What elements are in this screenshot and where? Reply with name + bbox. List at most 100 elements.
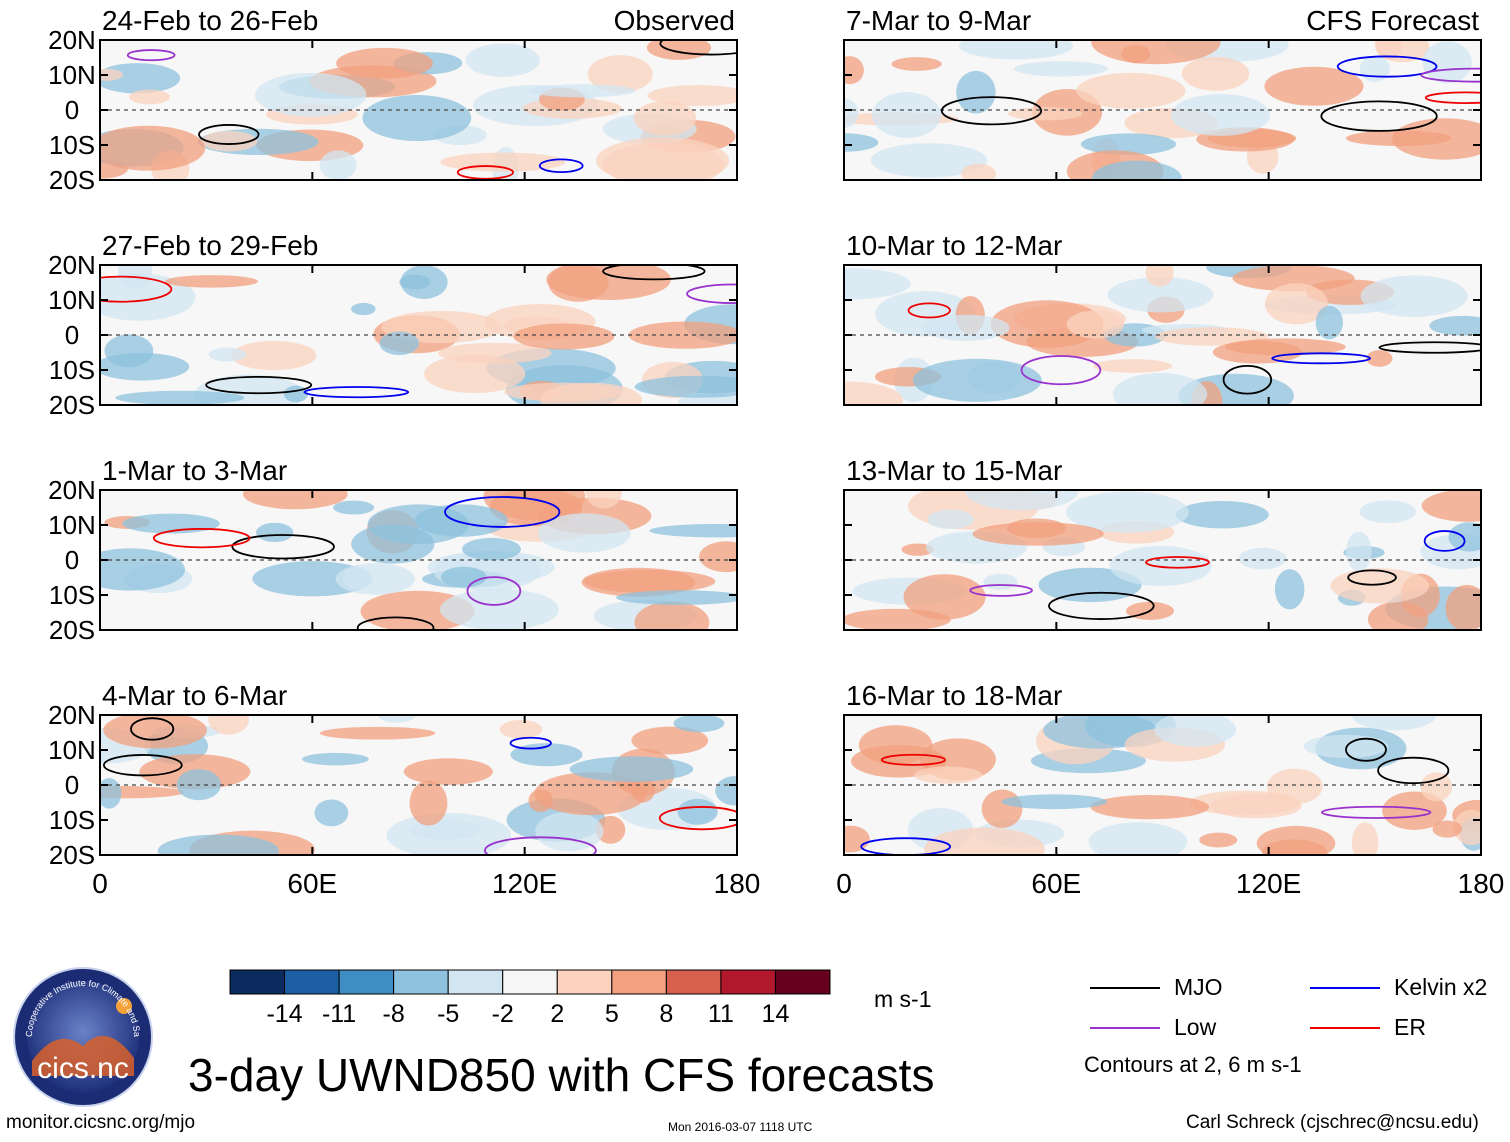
x-tick-label: 180	[1458, 868, 1505, 899]
anomaly-blob	[1170, 94, 1271, 136]
panel-1-1: 10-Mar to 12-Mar	[843, 230, 1482, 406]
figure-title: 3-day UWND850 with CFS forecasts	[188, 1049, 935, 1101]
y-tick-label: 20S	[49, 615, 95, 645]
wave-contour	[907, 302, 951, 319]
anomaly-blob	[616, 590, 737, 605]
anomaly-blob	[314, 799, 349, 827]
wave-contour	[484, 836, 597, 855]
colorbar-label: -8	[383, 1000, 405, 1028]
column-label: Observed	[614, 5, 735, 36]
wave-contour	[1048, 591, 1155, 620]
anomaly-blob	[100, 63, 181, 94]
y-tick-label: 10N	[48, 60, 96, 90]
colorbar-swatch	[447, 969, 504, 995]
anomaly-blob	[903, 574, 986, 620]
wave-contour	[860, 837, 951, 855]
anomaly-blob	[585, 490, 622, 509]
panel-0-0: 20N 10N 0 10S 20S 24-Feb to 26-Feb Observed	[48, 5, 738, 195]
anomaly-blob	[351, 302, 376, 316]
legend-line-er	[1310, 1027, 1380, 1029]
anomaly-blob	[844, 825, 870, 853]
panel-date-label: 13-Mar to 15-Mar	[846, 455, 1062, 486]
y-tick-label: 20S	[49, 165, 95, 195]
colorbar-swatch	[611, 969, 667, 995]
logo-text: cics.nc	[37, 1052, 129, 1085]
panel-1-2: 13-Mar to 15-Mar	[843, 455, 1482, 631]
footer-timestamp: Mon 2016-03-07 1118 UTC	[668, 1120, 813, 1134]
wave-contour	[1145, 556, 1210, 569]
anomaly-blob	[100, 548, 186, 591]
anomaly-blob	[891, 57, 942, 71]
anomaly-blob	[1090, 794, 1210, 820]
anomaly-blob	[1092, 160, 1182, 180]
anomaly-blob	[1088, 822, 1188, 855]
wave-contour	[456, 165, 514, 180]
anomaly-blob	[924, 827, 1045, 855]
anomaly-blob	[465, 43, 540, 77]
anomaly-blob	[319, 150, 357, 180]
anomaly-blob	[1453, 809, 1481, 846]
anomaly-blob	[513, 323, 615, 350]
panel-1-0: 7-Mar to 9-Mar CFS Forecast	[843, 5, 1482, 181]
panel-date-label: 7-Mar to 9-Mar	[846, 5, 1031, 36]
legend-label-kelvin: Kelvin x2	[1394, 974, 1488, 1000]
anomaly-blob	[319, 726, 436, 740]
anomaly-blob	[1001, 794, 1108, 810]
anomaly-blob	[440, 566, 487, 588]
anomaly-blob	[440, 152, 566, 172]
x-tick-label: 60E	[1031, 868, 1081, 899]
panel-date-label: 27-Feb to 29-Feb	[102, 230, 318, 261]
anomaly-blob	[673, 715, 725, 733]
anomaly-blob	[1366, 350, 1393, 367]
anomaly-blob	[535, 811, 604, 852]
anomaly-blob	[1113, 372, 1208, 405]
anomaly-blob	[1382, 791, 1447, 830]
anomaly-blob	[595, 137, 730, 180]
anomaly-blob	[1212, 340, 1303, 364]
anomaly-blob	[378, 715, 416, 723]
wave-contour	[152, 528, 251, 549]
wave-contour	[538, 158, 584, 174]
anomaly-blob	[529, 84, 636, 98]
anomaly-blob	[534, 772, 647, 816]
anomaly-blob	[1175, 501, 1269, 529]
panel-date-label: 1-Mar to 3-Mar	[102, 455, 287, 486]
anomaly-field	[844, 40, 1481, 180]
wave-contour	[126, 49, 176, 62]
anomaly-field	[844, 715, 1481, 855]
y-tick-label: 0	[65, 770, 79, 800]
x-tick-label: 180	[714, 868, 761, 899]
anomaly-blob	[595, 815, 626, 844]
anomaly-blob	[1091, 40, 1221, 65]
anomaly-blob	[1154, 327, 1269, 346]
wave-contour	[198, 124, 260, 145]
colorbar-swatch	[284, 969, 340, 995]
panel-0-1: 20N 10N 0 10S 20S 27-Feb to 29-Feb	[48, 230, 738, 420]
anomaly-blob	[569, 756, 694, 782]
anomaly-blob	[1264, 66, 1364, 106]
wave-contour	[969, 584, 1033, 597]
anomaly-field	[100, 490, 737, 630]
x-tick-label: 120E	[1236, 868, 1301, 899]
anomaly-blob	[548, 265, 609, 302]
anomaly-blob	[1199, 832, 1238, 848]
y-tick-label: 20S	[49, 840, 95, 870]
anomaly-blob	[283, 385, 309, 403]
legend-label-mjo: MJO	[1174, 974, 1223, 1000]
anomaly-blob	[961, 163, 996, 180]
anomaly-blob	[100, 125, 206, 171]
wave-contour	[1222, 364, 1273, 395]
colorbar-label: 2	[550, 1000, 564, 1028]
y-tick-label: 0	[65, 545, 79, 575]
anomaly-blob	[1238, 547, 1287, 570]
anomaly-blob	[1330, 568, 1430, 604]
colorbar-swatch	[720, 969, 776, 995]
anomaly-blob	[1266, 768, 1323, 805]
anomaly-blob	[633, 101, 697, 136]
anomaly-blob	[844, 133, 879, 152]
anomaly-blob	[844, 98, 859, 128]
wave-contour	[1347, 569, 1397, 586]
anomaly-field	[844, 265, 1481, 405]
footer-url: monitor.cicsnc.org/mjo	[6, 1112, 196, 1133]
